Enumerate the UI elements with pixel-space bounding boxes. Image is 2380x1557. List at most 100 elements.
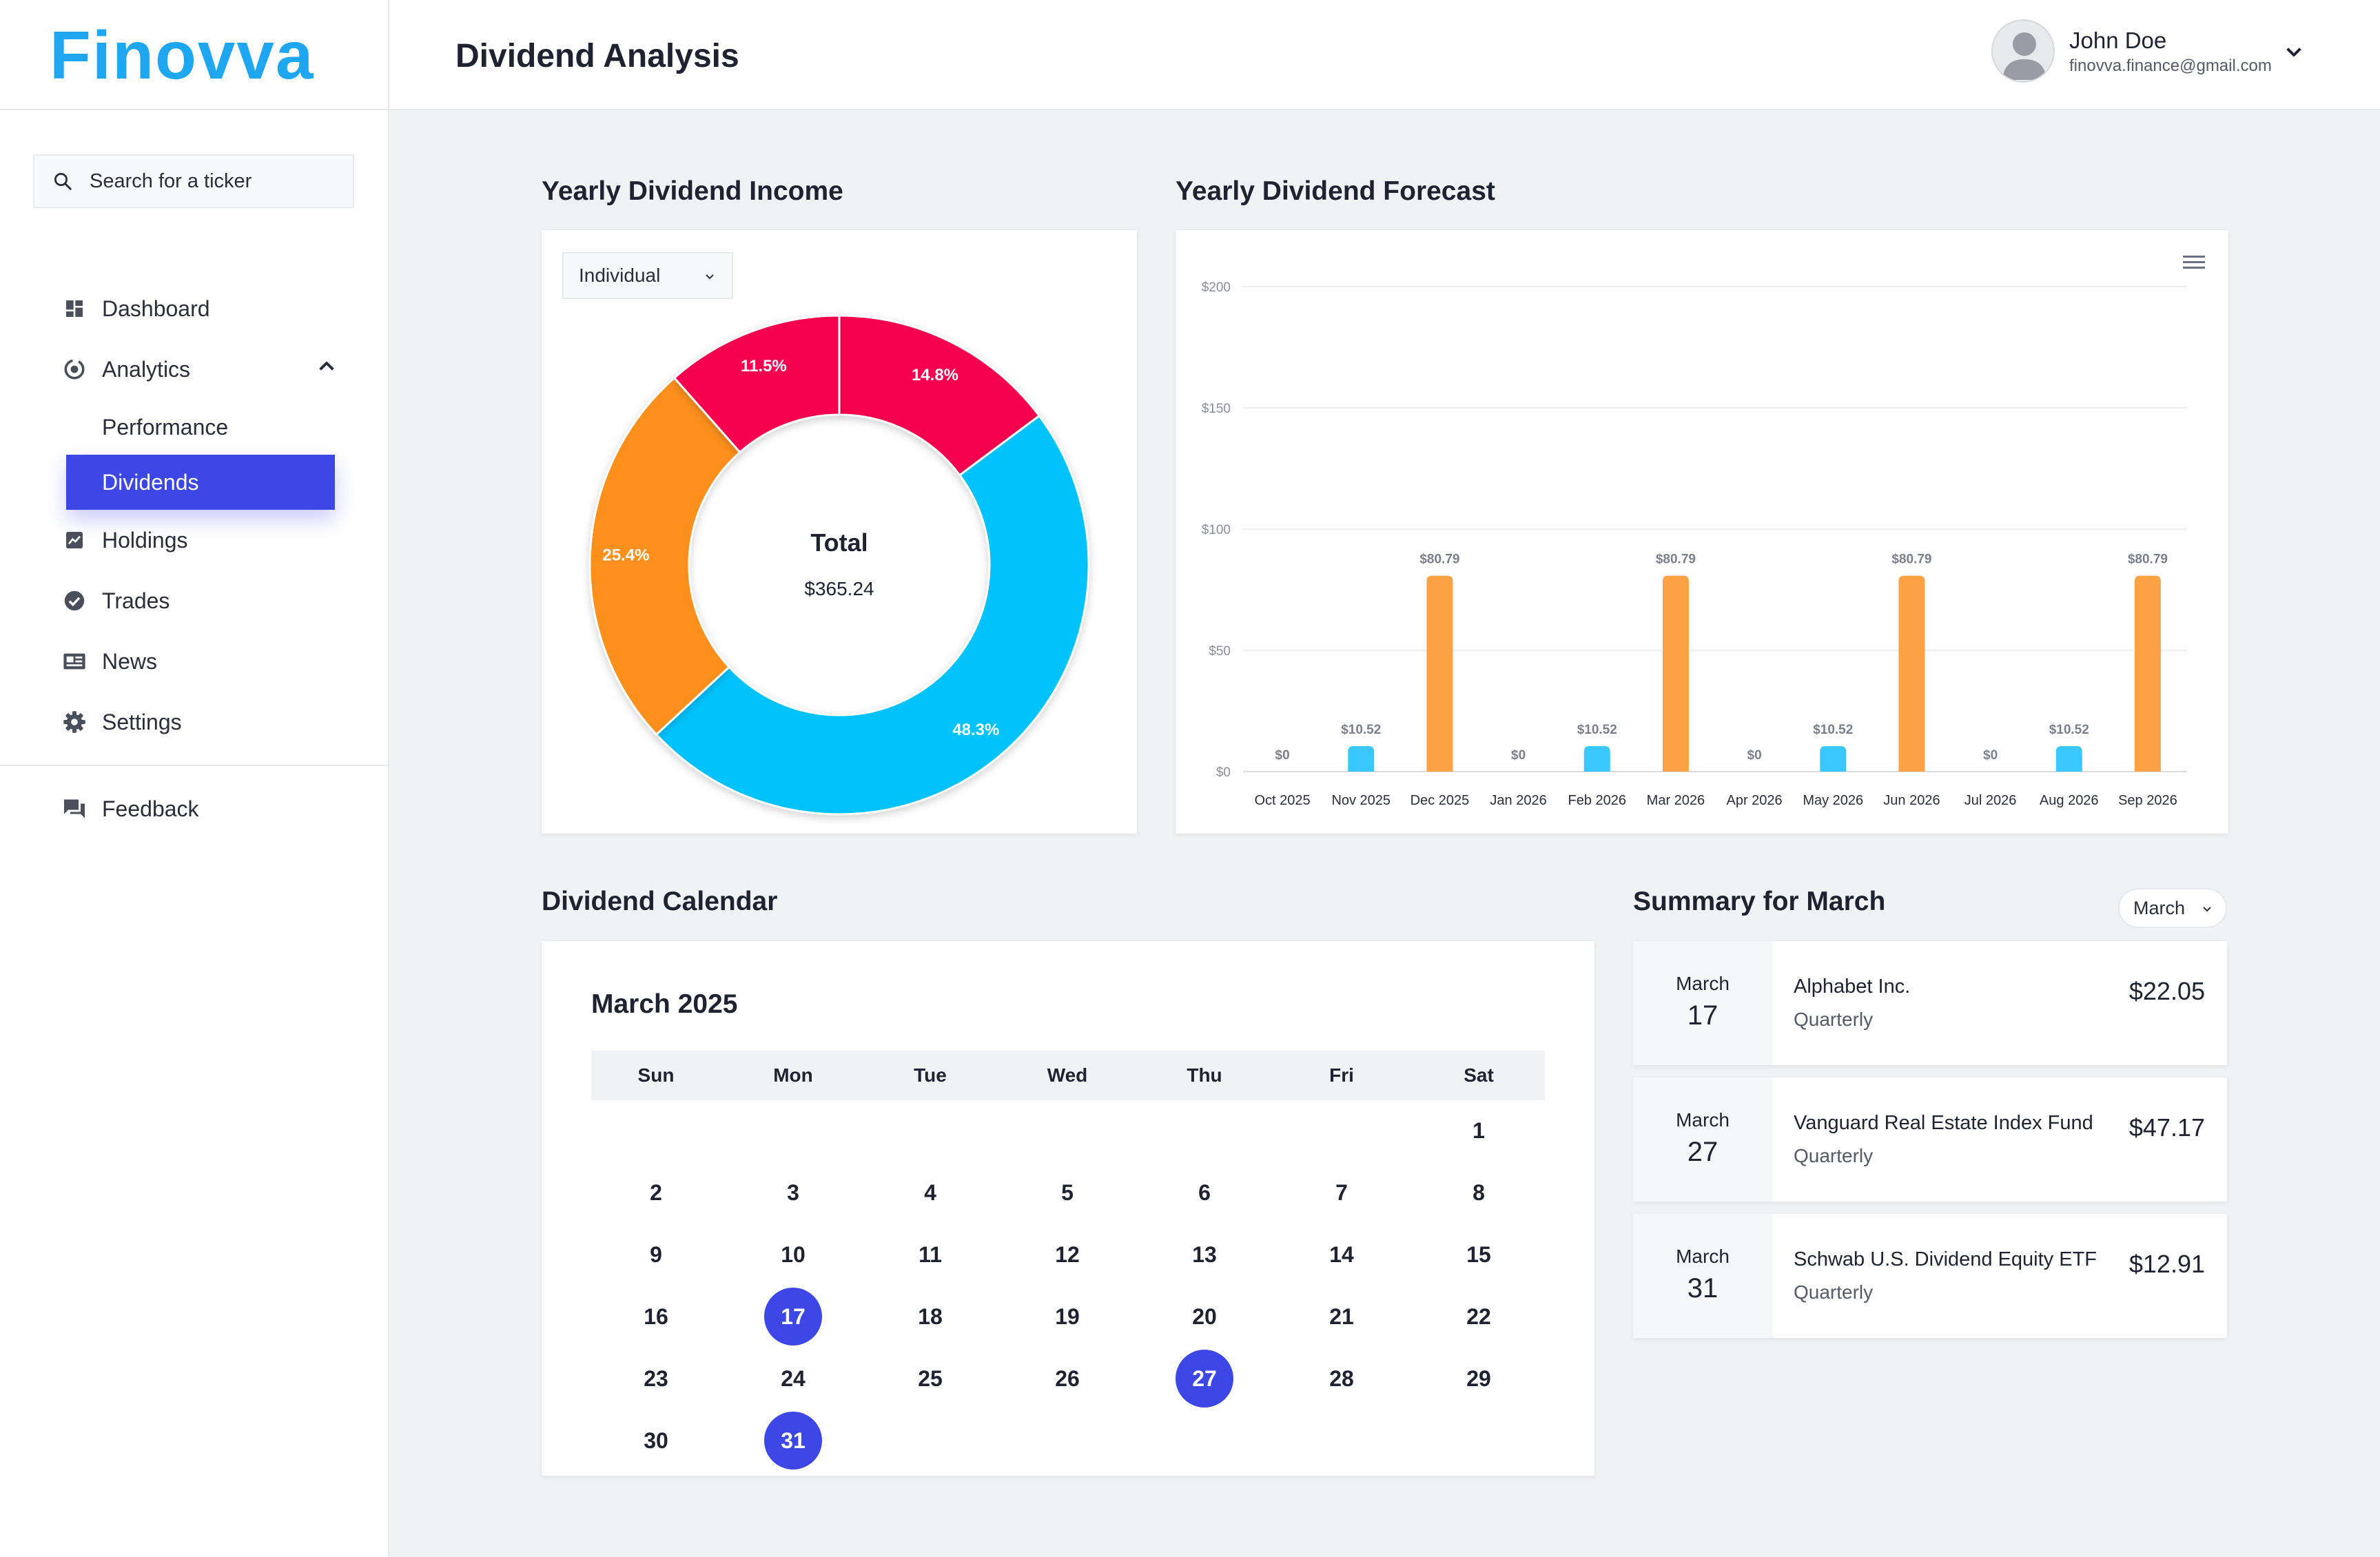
x-tick-label: Jul 2026: [1964, 793, 2017, 808]
calendar-day[interactable]: 6: [1198, 1179, 1211, 1205]
summary-item[interactable]: March 17 Alphabet Inc. Quarterly $22.05: [1633, 941, 2227, 1065]
user-email: finovva.finance@gmail.com: [2069, 56, 2272, 75]
calendar-day[interactable]: 7: [1335, 1179, 1348, 1205]
donut-slice[interactable]: [655, 414, 1090, 816]
calendar-day[interactable]: 9: [650, 1241, 662, 1267]
calendar-day[interactable]: 2: [650, 1179, 662, 1205]
donut-slice[interactable]: [838, 314, 1041, 477]
calendar-day[interactable]: 28: [1329, 1365, 1354, 1391]
calendar-day[interactable]: 5: [1061, 1179, 1074, 1205]
sidebar-item-trades[interactable]: Trades: [61, 580, 170, 621]
bar-data-label: $80.79: [1419, 553, 1459, 567]
bar[interactable]: [1583, 745, 1610, 772]
calendar-day[interactable]: 15: [1466, 1241, 1491, 1267]
summary-amount: $22.05: [2128, 977, 2205, 1005]
donut-slice-label: 48.3%: [952, 721, 999, 739]
sidebar-item-dividends[interactable]: Dividends: [66, 455, 335, 510]
bar[interactable]: [1348, 745, 1375, 772]
summary-item[interactable]: March 31 Schwab U.S. Dividend Equity ETF…: [1633, 1214, 2227, 1338]
bar-data-label: $80.79: [1891, 553, 1931, 567]
y-tick-label: $50: [1209, 644, 1231, 659]
bar[interactable]: [1662, 575, 1689, 772]
sidebar-item-holdings[interactable]: Holdings: [61, 519, 188, 561]
calendar-day[interactable]: 29: [1466, 1365, 1491, 1391]
bar[interactable]: [1820, 745, 1847, 772]
bar-data-label: $80.79: [1656, 553, 1696, 567]
bar-data-label: $80.79: [2128, 553, 2168, 567]
calendar-day[interactable]: 1: [1473, 1117, 1485, 1143]
top-header: Dividend Analysis John Doe finovva.finan…: [389, 0, 2380, 110]
y-tick-label: $200: [1202, 280, 1231, 295]
calendar-day[interactable]: 11: [919, 1241, 942, 1267]
search-input[interactable]: [88, 169, 339, 194]
chevron-down-icon[interactable]: [2283, 43, 2305, 62]
calendar-day[interactable]: 10: [781, 1241, 806, 1267]
calendar-month-title: March 2025: [591, 989, 738, 1019]
sidebar-item-analytics[interactable]: Analytics: [61, 349, 190, 390]
chevron-down-icon: [2203, 907, 2211, 912]
calendar-day-highlighted[interactable]: 31: [764, 1412, 822, 1470]
calendar-day-highlighted[interactable]: 17: [764, 1288, 822, 1345]
bar-data-label: $10.52: [1577, 723, 1617, 737]
x-tick-label: Mar 2026: [1647, 793, 1705, 808]
calendar-day[interactable]: 22: [1466, 1303, 1491, 1329]
bar[interactable]: [2134, 575, 2161, 772]
income-type-select[interactable]: Individual: [562, 252, 733, 299]
summary-month-select[interactable]: March: [2118, 888, 2227, 928]
sidebar-item-settings[interactable]: Settings: [61, 701, 182, 743]
calendar-day[interactable]: 13: [1192, 1241, 1217, 1267]
calendar-day[interactable]: 3: [787, 1179, 799, 1205]
summary-frequency: Quarterly: [1794, 1009, 1874, 1030]
calendar-title: Dividend Calendar: [542, 887, 778, 916]
calendar-day[interactable]: 14: [1329, 1241, 1354, 1267]
calendar-day[interactable]: 30: [644, 1427, 668, 1453]
income-title: Yearly Dividend Income: [542, 176, 843, 206]
user-name: John Doe: [2069, 28, 2167, 53]
bar[interactable]: [1898, 575, 1925, 772]
sidebar-item-performance[interactable]: Performance: [66, 400, 335, 455]
calendar-weekday: Fri: [1329, 1064, 1354, 1086]
bar[interactable]: [2055, 745, 2082, 772]
calendar-day[interactable]: 23: [644, 1365, 668, 1391]
analytics-icon: [61, 355, 88, 383]
bar[interactable]: [1426, 575, 1453, 772]
select-value: Individual: [579, 265, 661, 286]
calendar-day[interactable]: 25: [918, 1365, 943, 1391]
calendar-day[interactable]: 12: [1055, 1241, 1080, 1267]
sidebar-item-label: Dashboard: [102, 296, 210, 321]
search-box[interactable]: [33, 154, 354, 208]
calendar-day[interactable]: 19: [1055, 1303, 1080, 1329]
x-tick-label: Apr 2026: [1726, 793, 1782, 808]
calendar-day[interactable]: 16: [644, 1303, 668, 1329]
chevron-up-icon[interactable]: [316, 357, 338, 375]
calendar-day[interactable]: 4: [924, 1179, 936, 1205]
calendar-day-highlighted[interactable]: 27: [1176, 1350, 1233, 1408]
sidebar-item-feedback[interactable]: Feedback: [61, 788, 199, 829]
page-title: Dividend Analysis: [455, 38, 739, 74]
calendar-day[interactable]: 24: [781, 1365, 806, 1391]
avatar[interactable]: [1991, 19, 2055, 83]
x-tick-label: Feb 2026: [1568, 793, 1626, 808]
menu-icon[interactable]: [2183, 254, 2205, 271]
sidebar-item-dashboard[interactable]: Dashboard: [61, 288, 210, 329]
calendar-weekday: Thu: [1187, 1064, 1222, 1086]
calendar-day[interactable]: 18: [918, 1303, 943, 1329]
logo-area[interactable]: Finovva: [0, 0, 388, 110]
calendar-weekday: Wed: [1047, 1064, 1088, 1086]
donut-slice-label: 14.8%: [912, 366, 958, 384]
calendar-day[interactable]: 26: [1055, 1365, 1080, 1391]
calendar-day[interactable]: 21: [1329, 1303, 1354, 1329]
x-tick-label: Oct 2025: [1254, 793, 1310, 808]
summary-item[interactable]: March 27 Vanguard Real Estate Index Fund…: [1633, 1077, 2227, 1202]
sidebar-item-news[interactable]: News: [61, 641, 157, 682]
dashboard-icon: [61, 295, 88, 322]
donut-slice[interactable]: [588, 376, 741, 736]
calendar-day[interactable]: 20: [1192, 1303, 1217, 1329]
summary-month: March: [1676, 1109, 1730, 1131]
sidebar-item-label: Trades: [102, 588, 170, 613]
summary-amount: $12.91: [2128, 1250, 2205, 1278]
calendar-day[interactable]: 8: [1473, 1179, 1485, 1205]
summary-month: March: [1676, 1246, 1730, 1267]
summary-frequency: Quarterly: [1794, 1145, 1874, 1166]
donut-slice[interactable]: [673, 314, 841, 454]
